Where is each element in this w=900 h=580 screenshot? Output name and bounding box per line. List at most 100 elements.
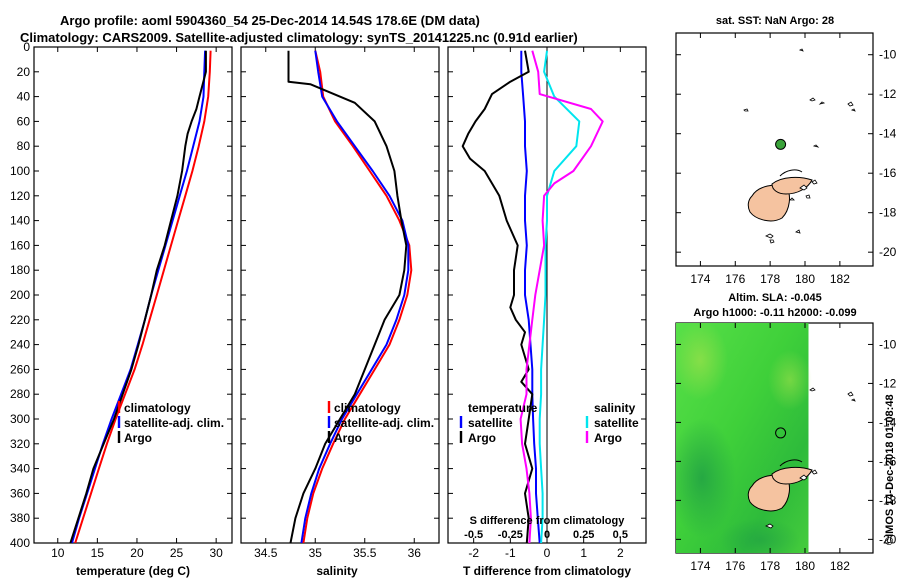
lon-tick-label: 174: [690, 272, 710, 286]
salinity-ticks: 34.5 35 35.5 36: [241, 46, 439, 560]
legend-s-satellite-label: satellite: [594, 416, 639, 430]
argo-float-marker: [775, 427, 787, 439]
difference-legend-temperature: temperature satellite Argo: [459, 401, 538, 445]
salinity-xlabel: salinity: [316, 564, 358, 578]
legend-satellite-label: satellite-adj. clim.: [124, 416, 224, 430]
vanua-levu-island: [771, 466, 813, 485]
depth-tick-label: 160: [10, 238, 30, 252]
difference-lines: [461, 50, 604, 543]
temperature-ticks: 0 20 40 60 80 100 120 140 160 180 200 220 240 260 280 3…: [10, 40, 232, 560]
lon-tick-label: 178: [760, 559, 780, 573]
t-satellite-line: [520, 50, 541, 543]
lat-tick-label: -14: [879, 415, 897, 429]
legend-argo-label: Argo: [124, 431, 152, 445]
x-tick-label: -1: [505, 546, 516, 560]
sst-map-land: [743, 48, 856, 244]
credit-text: ©IMOS 14-Dec-2018 01:08:48: [884, 394, 896, 545]
sla-field: [676, 323, 812, 553]
legend-climatology-label: climatology: [334, 401, 401, 415]
depth-tick-label: 360: [10, 486, 30, 500]
lon-tick-label: 182: [830, 559, 850, 573]
sst-map-axes: [675, 32, 874, 267]
difference-xlabel-s: S difference from climatology: [470, 515, 626, 527]
depth-tick-label: 140: [10, 214, 30, 228]
depth-tick-label: 180: [10, 263, 30, 277]
depth-tick-label: 0: [23, 40, 30, 54]
x-tick-label: 1: [580, 546, 587, 560]
salinity-panel: 34.5 35 35.5 36 salinity climatology satell…: [240, 46, 440, 578]
legend-temperature-title: temperature: [468, 401, 538, 415]
small-islands: [765, 387, 856, 529]
title-line-1: Argo profile: aoml 5904360_54 25-Dec-201…: [60, 13, 480, 28]
sla-high-anomaly: [676, 323, 728, 400]
depth-tick-label: 280: [10, 387, 30, 401]
salinity-axes: [240, 46, 440, 544]
s-tick-label: -0.5: [464, 529, 483, 541]
t-argo-line: [461, 50, 534, 543]
s-tick-label: -0.25: [498, 529, 523, 541]
x-tick-label: 30: [209, 546, 223, 560]
lat-tick-label: -16: [879, 454, 897, 468]
lat-tick-label: -12: [879, 87, 897, 101]
x-tick-label: 34.5: [254, 546, 278, 560]
x-tick-label: 35: [309, 546, 323, 560]
legend-argo-label: Argo: [334, 431, 362, 445]
temperature-xlabel: temperature (deg C): [76, 564, 190, 578]
depth-tick-label: 260: [10, 362, 30, 376]
depth-tick-label: 320: [10, 437, 30, 451]
sla-map-land: [747, 387, 856, 529]
depth-tick-label: 60: [17, 114, 31, 128]
x-tick-label: 36: [408, 546, 422, 560]
depth-tick-label: 200: [10, 288, 30, 302]
sla-map-subtitle: Argo h1000: -0.11 h2000: -0.099: [693, 307, 856, 319]
sla-low-anomaly: [676, 418, 736, 538]
x-tick-label: 15: [91, 546, 105, 560]
sst-map-ticks: 174 176 178 180 182 -10 -12 -14 -16 -18 -20: [676, 33, 897, 286]
reef-outline: [779, 169, 803, 177]
sla-map-ticks: 174 176 178 180 182 -10 -12 -14 -16 -18 -20: [676, 323, 897, 573]
x-tick-label: 35.5: [353, 546, 377, 560]
x-tick-label: 25: [170, 546, 184, 560]
legend-t-satellite-label: satellite: [468, 416, 513, 430]
x-tick-label: 10: [51, 546, 65, 560]
sla-map-panel: Altim. SLA: -0.045 Argo h1000: -0.11 h20…: [675, 292, 897, 573]
salinity-legend: climatology satellite-adj. clim. Argo: [327, 401, 434, 445]
sst-map-title: sat. SST: NaN Argo: 28: [716, 15, 834, 27]
argo-line: [287, 50, 408, 543]
legend-s-argo-label: Argo: [594, 431, 622, 445]
depth-tick-label: 300: [10, 412, 30, 426]
lat-tick-label: -10: [879, 337, 897, 351]
lat-tick-label: -16: [879, 166, 897, 180]
temperature-lines: [69, 50, 212, 543]
lon-tick-label: 182: [830, 272, 850, 286]
depth-tick-label: 100: [10, 164, 30, 178]
x-tick-label: 20: [130, 546, 144, 560]
lat-tick-label: -14: [879, 127, 897, 141]
salinity-lines: [287, 50, 413, 543]
s-argo-line: [519, 50, 604, 543]
lat-tick-label: -10: [879, 48, 897, 62]
s-tick-label: 0.25: [573, 529, 594, 541]
lat-tick-label: -18: [879, 206, 897, 220]
depth-tick-label: 380: [10, 511, 30, 525]
argo-float-marker: [775, 138, 787, 150]
temperature-panel: 0 20 40 60 80 100 120 140 160 180 200 220 240 260 280 3…: [10, 40, 233, 578]
x-tick-label: 2: [617, 546, 624, 560]
sst-map-panel: sat. SST: NaN Argo: 28 174 176 178 180 182 -1…: [675, 15, 897, 286]
lon-tick-label: 180: [795, 559, 815, 573]
lon-tick-label: 176: [725, 559, 745, 573]
depth-tick-label: 40: [17, 90, 31, 104]
x-tick-label: 0: [544, 546, 551, 560]
argo-line: [69, 50, 207, 543]
lon-tick-label: 174: [690, 559, 710, 573]
depth-tick-label: 80: [17, 139, 31, 153]
depth-tick-label: 120: [10, 189, 30, 203]
lat-tick-label: -12: [879, 376, 897, 390]
lon-tick-label: 176: [725, 272, 745, 286]
difference-xlabel-t: T difference from climatology: [463, 564, 631, 578]
s-satellite-line: [538, 50, 581, 543]
legend-satellite-label: satellite-adj. clim.: [334, 416, 434, 430]
